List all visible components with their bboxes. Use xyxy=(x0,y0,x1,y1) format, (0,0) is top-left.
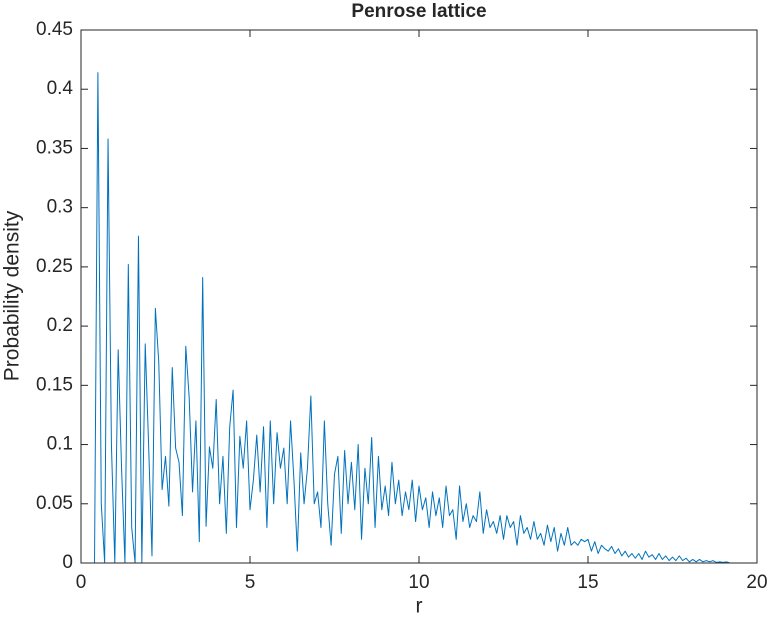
y-tick-label: 0.4 xyxy=(47,78,74,99)
x-tick-label: 15 xyxy=(577,572,598,593)
y-tick-label: 0.25 xyxy=(36,256,73,277)
y-tick-label: 0.15 xyxy=(36,374,73,395)
y-tick-label: 0.2 xyxy=(47,315,73,336)
data-line xyxy=(81,72,757,564)
y-axis-label: Probability density xyxy=(1,210,24,381)
y-tick-label: 0 xyxy=(62,552,73,573)
y-tick-label: 0.45 xyxy=(36,19,73,40)
y-tick-label: 0.3 xyxy=(47,197,73,218)
x-tick-label: 5 xyxy=(245,572,256,593)
chart-title: Penrose lattice xyxy=(351,1,486,22)
y-tick-label: 0.35 xyxy=(36,137,73,158)
plot-area xyxy=(81,30,757,563)
x-tick-label: 20 xyxy=(746,572,767,593)
axes-box xyxy=(80,29,758,564)
x-axis-label: r xyxy=(416,595,423,618)
y-tick-label: 0.05 xyxy=(36,493,73,514)
x-tick-label: 0 xyxy=(76,572,87,593)
x-tick-label: 10 xyxy=(408,572,429,593)
y-tick-label: 0.1 xyxy=(47,434,73,455)
